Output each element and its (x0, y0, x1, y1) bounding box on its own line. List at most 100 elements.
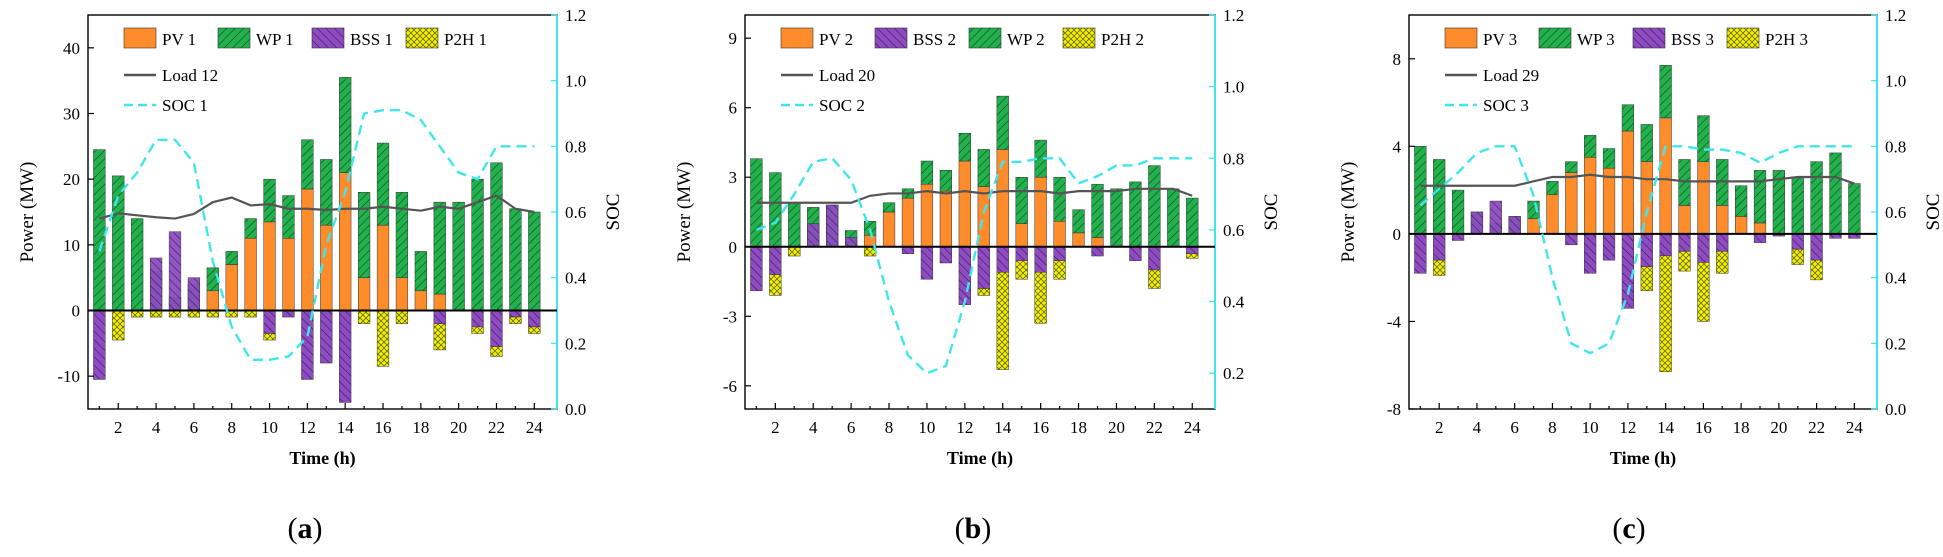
x-tick-label: 4 (152, 418, 161, 437)
wp-bar-h11 (939, 170, 953, 192)
bss-bar-h19 (1091, 246, 1104, 257)
pv-bar-h12 (301, 188, 314, 311)
p2h-bar-h3 (788, 246, 801, 257)
x-tick-label: 8 (227, 418, 236, 437)
load-line (99, 194, 535, 220)
p2h-bar-h17 (395, 310, 409, 324)
y2-tick-label: 1.2 (1223, 6, 1244, 25)
wp-bar-h19 (433, 201, 446, 295)
p2h-bar-h22 (490, 346, 503, 357)
p2h-bar-h21 (1791, 248, 1804, 265)
wp-bar-h13 (977, 149, 990, 187)
p2h-bar-h16 (376, 310, 390, 367)
bss-bar-h13 (1640, 233, 1653, 267)
x-tick-label: 12 (956, 418, 973, 437)
x-tick-label: 16 (375, 418, 392, 437)
soc-line (98, 109, 535, 361)
p2h-bar-h17 (1716, 251, 1729, 274)
wp-bar-h21 (471, 178, 484, 311)
pv-bar-h16 (376, 224, 390, 311)
bss-bar-h24 (1186, 246, 1199, 254)
wp-bar-h1 (1414, 146, 1427, 235)
bss-bar-h11 (1602, 233, 1616, 261)
legend-label-p2h: P2H 3 (1765, 30, 1808, 49)
wp-bar-h22 (490, 162, 503, 311)
x-tick-label: 10 (918, 418, 935, 437)
wp-bar-h3 (131, 218, 144, 311)
x-tick-label: 14 (994, 418, 1012, 437)
soc-line (755, 156, 1193, 375)
wp-bar-h10 (263, 178, 276, 223)
wp-bar-h8 (1546, 181, 1559, 195)
p2h-bar-h2 (112, 310, 125, 341)
x-axis-title: Time (h) (947, 448, 1013, 469)
wp-bar-h15 (1015, 176, 1028, 224)
y2-tick-label: 0.6 (1885, 203, 1906, 222)
x-tick-label: 4 (809, 418, 818, 437)
x-tick-label: 2 (114, 418, 123, 437)
y-tick-label: 4 (1393, 137, 1402, 156)
legend-swatch-wp (968, 27, 1002, 49)
wp-bar-h22 (1810, 161, 1823, 235)
x-tick-label: 12 (1619, 418, 1636, 437)
bss-bar-h22 (1810, 233, 1823, 261)
bss-bar-h13 (977, 246, 990, 289)
pv-bar-h10 (920, 183, 934, 248)
wp-bar-h23 (1167, 188, 1180, 248)
pv-bar-h18 (1072, 232, 1085, 248)
x-tick-label: 22 (488, 418, 505, 437)
p2h-bar-h14 (1659, 255, 1672, 373)
wp-bar-h9 (1565, 161, 1578, 173)
y2-tick-label: 0.2 (565, 334, 586, 353)
p2h-bar-h14 (996, 272, 1009, 370)
pv-bar-h11 (282, 238, 295, 311)
bss-bar-h1 (93, 310, 106, 380)
legend-label-p2h: P2H 2 (1101, 30, 1144, 49)
y2-tick-label: 0.4 (1223, 293, 1245, 312)
p2h-bar-h13 (1640, 266, 1653, 292)
y2-axis-title: SOC (1261, 194, 1282, 231)
y2-tick-label: 0.4 (565, 269, 587, 288)
y2-tick-label: 0.2 (1885, 334, 1906, 353)
legend-label-load: Load 20 (819, 66, 875, 85)
y-tick-label: 3 (729, 168, 738, 187)
bss-bar-h9 (901, 246, 915, 254)
x-tick-label: 16 (1695, 418, 1712, 437)
pv-bar-h8 (1546, 194, 1559, 235)
y2-tick-label: 0.6 (565, 203, 586, 222)
wp-bar-h12 (301, 139, 314, 190)
bss-bar-h10 (263, 310, 276, 334)
pv-bar-h14 (1659, 117, 1672, 235)
bss-charge-bar-h6 (845, 237, 858, 248)
wp-bar-h7 (1527, 200, 1540, 219)
pv-bar-h17 (1716, 205, 1729, 235)
y-tick-label: 6 (729, 99, 738, 118)
wp-bar-h16 (376, 142, 390, 226)
y2-tick-label: 0.8 (1223, 149, 1244, 168)
x-tick-label: 22 (1146, 418, 1163, 437)
wp-bar-h3 (1451, 189, 1465, 235)
wp-bar-h8 (225, 251, 238, 265)
pv-bar-h18 (414, 290, 427, 311)
bss-bar-h2 (769, 246, 782, 275)
wp-bar-h23 (1829, 152, 1842, 235)
p2h-bar-h15 (357, 310, 371, 324)
panel-caption: (b) (955, 512, 992, 545)
x-tick-label: 10 (1582, 418, 1599, 437)
legend-label-pv: PV 3 (1483, 30, 1517, 49)
x-tick-label: 2 (1435, 418, 1444, 437)
x-tick-label: 14 (1657, 418, 1675, 437)
wp-bar-h23 (509, 208, 522, 311)
bss-bar-h21 (471, 310, 484, 328)
wp-bar-h10 (1584, 135, 1597, 158)
pv-bar-h17 (395, 277, 409, 311)
y2-tick-label: 1.2 (565, 6, 586, 25)
panel-caption: (c) (1612, 512, 1645, 545)
bss-bar-h15 (1015, 246, 1028, 261)
pv-bar-h13 (977, 186, 990, 248)
pv-bar-h19 (433, 293, 446, 311)
y-tick-label: 40 (63, 39, 80, 58)
pv-bar-h8 (225, 264, 238, 311)
legend-label-p2h: P2H 1 (444, 30, 487, 49)
